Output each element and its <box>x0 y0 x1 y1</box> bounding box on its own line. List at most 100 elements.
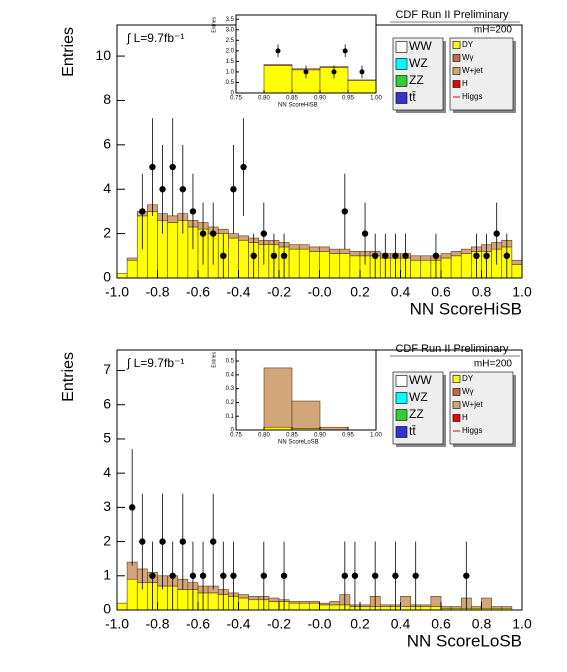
legend-label: H <box>462 413 468 422</box>
bar-segment <box>127 579 137 610</box>
bar-segment <box>309 251 319 278</box>
x-axis-label: NN ScoreLoSB <box>407 631 522 650</box>
bar-segment <box>289 249 299 278</box>
data-point <box>332 69 337 74</box>
x-tick-label: 0.80 <box>258 433 270 439</box>
x-tick-label: 0.85 <box>286 96 298 102</box>
data-point <box>230 573 236 579</box>
y-tick-label: 2 <box>103 224 111 240</box>
legend-swatch <box>453 81 460 88</box>
bar-segment <box>350 251 360 255</box>
bar-segment <box>208 593 218 610</box>
y-tick-label: 4 <box>103 464 111 480</box>
data-point <box>169 164 175 170</box>
data-point <box>200 230 206 236</box>
bar-segment <box>360 605 370 607</box>
y-tick-label: 7 <box>103 361 111 377</box>
bar-segment <box>320 251 330 278</box>
bar-segment <box>512 260 522 264</box>
bar-segment <box>461 254 471 278</box>
bar-segment <box>441 254 451 258</box>
data-point <box>190 573 196 579</box>
x-tick-label: 1.0 <box>512 616 532 632</box>
bar-segment <box>218 229 228 233</box>
legend-label: ZZ <box>409 407 424 421</box>
legend-label: tt̄ <box>409 424 416 438</box>
bar-segment <box>147 211 157 278</box>
x-tick-label: -1.0 <box>105 284 129 300</box>
x-tick-label: 0.90 <box>314 433 326 439</box>
bar-segment <box>320 605 330 610</box>
bar-segment <box>411 256 421 260</box>
y-tick-label: 6 <box>103 136 111 152</box>
bar-segment <box>309 603 319 610</box>
x-tick-label: 0.80 <box>258 96 270 102</box>
bar-segment <box>340 249 350 253</box>
bar-segment <box>451 607 461 609</box>
legend-swatch <box>396 59 407 70</box>
bar-segment <box>292 401 320 429</box>
legend-label: WZ <box>409 56 428 70</box>
bar-segment <box>512 265 522 278</box>
data-point <box>180 186 186 192</box>
bar-segment <box>168 223 178 278</box>
bar-segment <box>330 601 340 604</box>
x-tick-label: 0.2 <box>350 616 370 632</box>
bar-segment <box>330 249 340 253</box>
data-point <box>180 538 186 544</box>
bar-segment <box>451 251 461 255</box>
mass-label: mH=200 <box>474 359 513 370</box>
data-point <box>382 253 388 259</box>
x-tick-label: -0.6 <box>186 616 210 632</box>
x-tick-label: 0.8 <box>472 284 492 300</box>
mass-label: mH=200 <box>474 25 513 36</box>
legend-swatch <box>453 376 460 383</box>
bar-segment <box>269 601 279 610</box>
x-tick-label: -0.4 <box>226 284 250 300</box>
x-tick-label: 1.00 <box>370 96 382 102</box>
bar-segment <box>482 598 492 608</box>
x-tick-label: 0.4 <box>391 616 411 632</box>
x-tick-label: 0.2 <box>350 284 370 300</box>
x-tick-label: 1.00 <box>370 433 382 439</box>
data-point <box>139 208 145 214</box>
data-point <box>139 538 145 544</box>
data-point <box>129 504 135 510</box>
x-tick-label: -0.2 <box>267 284 291 300</box>
x-axis-label: NN ScoreHiSB <box>410 299 522 318</box>
y-tick-label: 6 <box>103 395 111 411</box>
legend-label: Higgs <box>462 92 482 101</box>
bar-segment <box>350 256 360 278</box>
bar-segment <box>228 238 238 278</box>
bar-segment <box>320 247 330 251</box>
legend-label: Wγ <box>462 387 474 396</box>
data-point <box>281 253 287 259</box>
x-tick-label: -0.4 <box>226 616 250 632</box>
data-point <box>352 573 358 579</box>
data-point <box>343 48 348 53</box>
bar-segment <box>502 607 512 609</box>
legend-swatch <box>396 42 407 53</box>
bar-segment <box>249 596 259 599</box>
y-tick-label: 3.0 <box>226 27 235 33</box>
data-point <box>210 230 216 236</box>
data-point <box>271 253 277 259</box>
bar-segment <box>471 607 481 609</box>
y-axis-label: Entries <box>60 27 77 77</box>
legend-swatch <box>453 68 460 75</box>
bar-segment <box>289 603 299 610</box>
y-tick-label: 1.5 <box>226 59 235 65</box>
data-point <box>483 253 489 259</box>
legend-swatch <box>453 402 460 409</box>
legend-label: Wγ <box>462 53 474 62</box>
x-tick-label: 0.95 <box>342 96 354 102</box>
data-point <box>159 538 165 544</box>
legend-label: tt̄ <box>409 90 416 104</box>
bar-segment <box>348 80 376 93</box>
y-tick-label: 1.0 <box>226 69 235 75</box>
x-tick-label: 0.6 <box>431 284 451 300</box>
inset-y-label: Entries <box>211 17 217 33</box>
legend-label: Higgs <box>462 426 482 435</box>
bar-segment <box>239 240 249 278</box>
y-tick-label: 2.5 <box>226 38 235 44</box>
